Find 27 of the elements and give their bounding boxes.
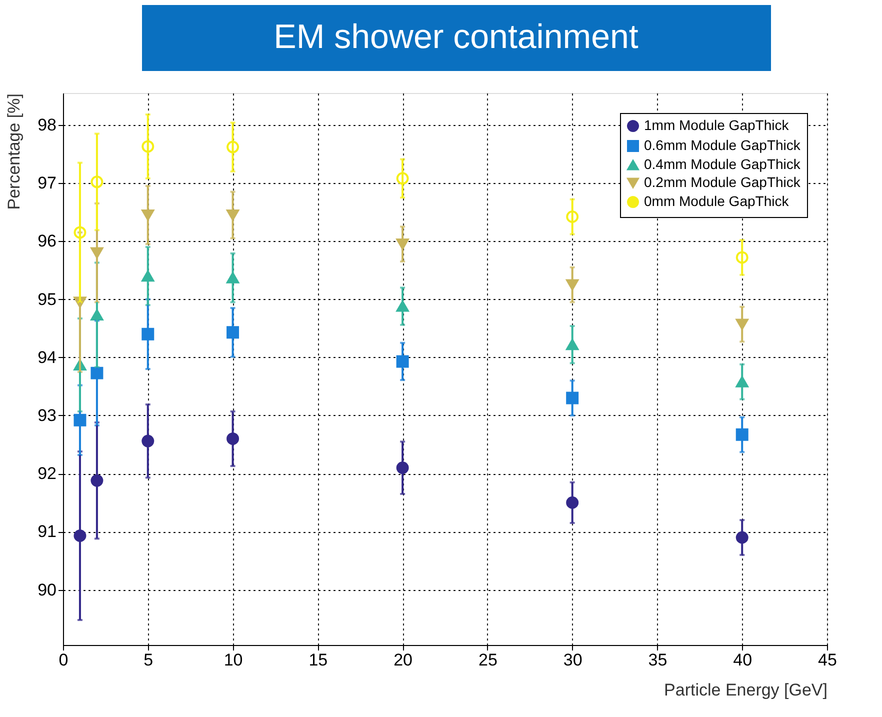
legend-label: 0.6mm Module GapThick xyxy=(644,137,802,153)
chart-title: EM shower containment xyxy=(274,18,639,56)
x-axis-title: Particle Energy [GeV] xyxy=(664,680,828,700)
legend-label: 0mm Module GapThick xyxy=(644,193,790,209)
y-tick-label: 98 xyxy=(38,115,56,134)
x-tick-label: 0 xyxy=(58,650,68,670)
x-tick-label: 10 xyxy=(224,650,243,670)
y-tick-label: 95 xyxy=(38,290,56,309)
y-tick-label: 94 xyxy=(38,348,56,367)
y-tick-label: 92 xyxy=(38,464,56,484)
y-tick-label: 97 xyxy=(38,174,56,193)
y-axis-title: Percentage [%] xyxy=(4,94,24,210)
x-tick-label: 20 xyxy=(394,650,413,670)
x-tick-label: 5 xyxy=(144,650,154,670)
x-tick-label: 30 xyxy=(563,650,582,670)
legend-label: 0.2mm Module GapThick xyxy=(644,174,802,190)
legend-label: 1mm Module GapThick xyxy=(644,117,790,133)
x-tick-label: 35 xyxy=(648,650,668,670)
y-tick-label: 90 xyxy=(38,580,56,600)
y-tick-label: 93 xyxy=(38,406,56,425)
legend-label: 0.4mm Module GapThick xyxy=(644,156,802,172)
x-tick-label: 25 xyxy=(478,650,498,670)
x-tick-label: 45 xyxy=(818,650,837,670)
x-tick-label: 40 xyxy=(733,650,752,670)
y-tick-label: 91 xyxy=(38,522,56,542)
x-tick-label: 15 xyxy=(308,650,328,670)
y-tick-label: 96 xyxy=(38,232,56,251)
